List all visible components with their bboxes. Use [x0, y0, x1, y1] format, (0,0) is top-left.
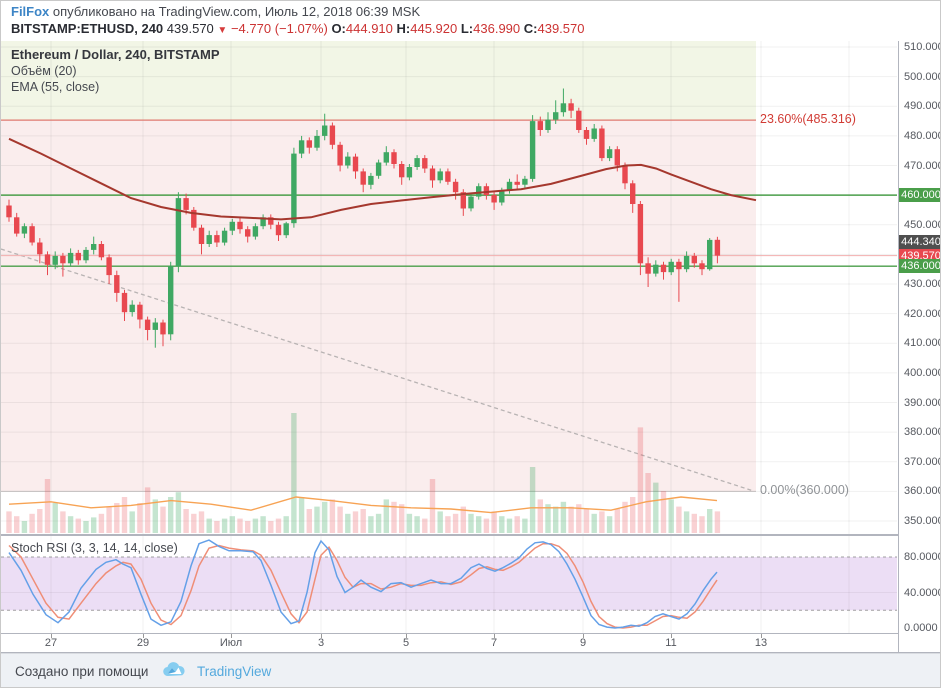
ema-line — [8, 137, 757, 221]
time-tick-label: 27 — [44, 637, 58, 649]
time-tick-mark — [143, 634, 144, 638]
price-chart-canvas[interactable] — [1, 41, 898, 534]
time-tick-mark — [761, 634, 762, 638]
stoch-d-line — [8, 542, 718, 629]
legend-symbol-title: Ethereum / Dollar, 240, BITSTAMP — [11, 47, 220, 62]
time-tick-mark — [231, 634, 232, 638]
volume-ma-line — [8, 496, 718, 514]
price-tick-label: 380.000 — [904, 426, 941, 438]
fib-zone-upper — [1, 41, 756, 121]
time-axis[interactable]: 27 29 Июл 3 5 7 9 11 13 — [1, 634, 898, 653]
tradingview-brand-link[interactable]: TradingView — [197, 664, 272, 679]
open-value: 444.910 — [345, 21, 393, 36]
down-triangle-icon: ▼ — [217, 25, 228, 36]
main-price-pane[interactable] — [1, 41, 898, 534]
stoch-rsi-pane[interactable] — [1, 536, 898, 634]
last-price: 439.570 — [166, 21, 214, 36]
price-tick-label: 360.000 — [904, 485, 941, 497]
stoch-tick-label: 40.0000 — [904, 587, 941, 599]
price-tick-label: 410.000 — [904, 337, 941, 349]
price-tick-label: 390.000 — [904, 397, 941, 409]
symbol-title: BITSTAMP:ETHUSD, 240 — [11, 21, 164, 36]
publish-header: FilFox опубликовано на TradingView.com, … — [1, 1, 940, 42]
price-tick-label: 510.000 — [904, 41, 941, 53]
publish-info: опубликовано на TradingView.com, Июль 12… — [52, 4, 421, 19]
fib-level-label-236: 23.60%(485.316) — [760, 112, 856, 127]
time-tick-mark — [671, 634, 672, 638]
stoch-rsi-canvas[interactable] — [1, 536, 898, 633]
volume-bars — [6, 413, 721, 533]
price-marker-label: 460.000 — [899, 188, 940, 202]
price-tick-label: 400.000 — [904, 367, 941, 379]
legend-ema-study: EMA (55, close) — [11, 80, 100, 94]
footer: Создано при помощи TradingView — [1, 653, 940, 687]
symbol-summary-line: BITSTAMP:ETHUSD, 240 439.570 ▼ −4.770 (−… — [11, 21, 584, 36]
price-tick-label: 430.000 — [904, 278, 941, 290]
publish-byline: FilFox опубликовано на TradingView.com, … — [11, 4, 420, 19]
fib-trendline — [1, 248, 754, 492]
price-tick-label: 350.000 — [904, 515, 941, 527]
pane-separator[interactable] — [1, 534, 898, 536]
created-with-label: Создано при помощи — [15, 664, 149, 679]
price-tick-label: 450.000 — [904, 219, 941, 231]
author-link[interactable]: FilFox — [11, 4, 50, 19]
price-marker-label: 444.340 — [899, 235, 940, 249]
stoch-tick-label: 0.0000 — [904, 622, 938, 634]
low-value: 436.990 — [473, 21, 521, 36]
price-tick-label: 370.000 — [904, 456, 941, 468]
price-tick-label: 470.000 — [904, 160, 941, 172]
legend-volume-study: Объём (20) — [11, 64, 77, 78]
close-value: 439.570 — [537, 21, 585, 36]
time-tick-label: 5 — [402, 637, 410, 649]
low-label: L: — [460, 21, 474, 36]
price-tick-label: 480.000 — [904, 130, 941, 142]
price-marker-label: 436.000 — [899, 259, 940, 273]
time-tick-mark — [321, 634, 322, 638]
time-tick-label: 11 — [665, 637, 677, 649]
close-label: C: — [523, 21, 538, 36]
high-value: 445.920 — [410, 21, 458, 36]
price-change: −4.770 (−1.07%) — [230, 21, 328, 36]
fib-level-label-0: 0.00%(360.000) — [760, 483, 849, 498]
time-tick-label: 13 — [754, 637, 768, 649]
stoch-rsi-legend: Stoch RSI (3, 3, 14, 14, close) — [11, 541, 178, 555]
open-label: O: — [331, 21, 346, 36]
time-tick-mark — [583, 634, 584, 638]
time-tick-label: 7 — [490, 637, 498, 649]
time-tick-label: 29 — [136, 637, 150, 649]
high-label: H: — [396, 21, 411, 36]
time-tick-mark — [51, 634, 52, 638]
time-tick-mark — [494, 634, 495, 638]
time-tick-label: 3 — [317, 637, 325, 649]
time-tick-mark — [406, 634, 407, 638]
time-tick-label: 9 — [579, 637, 587, 649]
tradingview-logo-icon[interactable] — [163, 662, 187, 680]
price-tick-label: 420.000 — [904, 308, 941, 320]
price-tick-label: 490.000 — [904, 100, 941, 112]
price-tick-label: 500.000 — [904, 71, 941, 83]
time-tick-label: Июл — [219, 637, 243, 649]
stoch-tick-label: 80.0000 — [904, 551, 941, 563]
candlesticks — [6, 88, 721, 348]
stoch-k-line — [8, 539, 718, 629]
chart-legend: Ethereum / Dollar, 240, BITSTAMP Объём (… — [11, 47, 220, 94]
price-axis[interactable]: 510.000 500.000 490.000 480.000 470.000 450.0… — [898, 41, 941, 653]
